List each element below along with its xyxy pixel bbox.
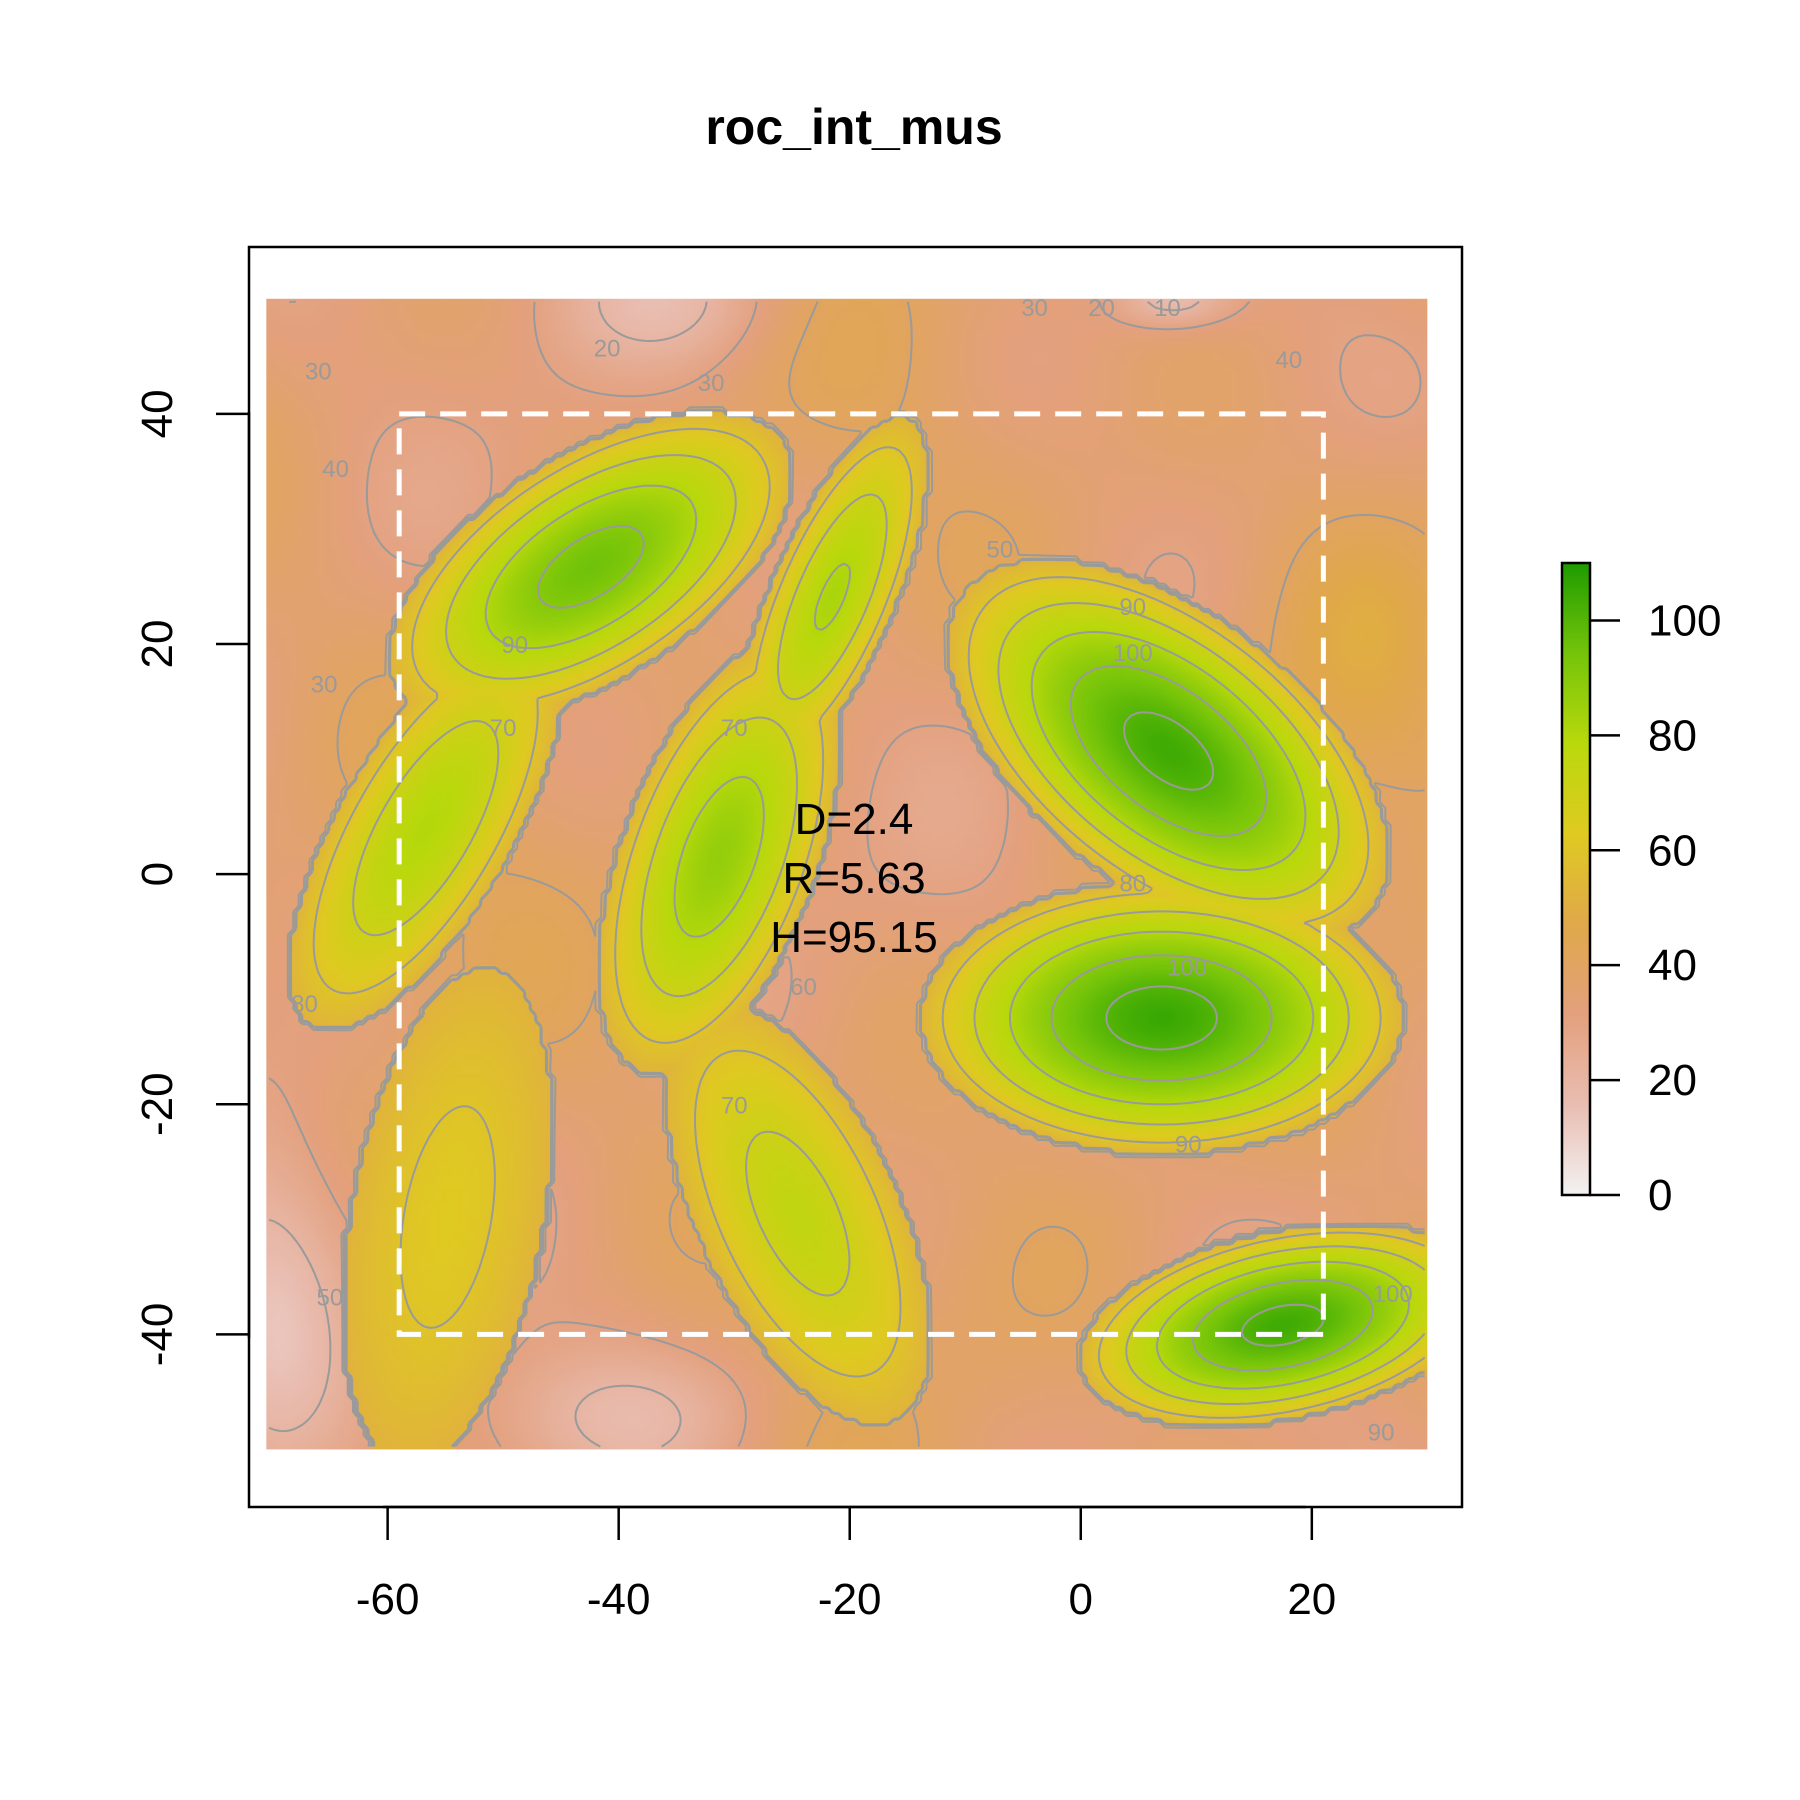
contour-label: 30 <box>305 358 332 385</box>
colorbar-tick-label: 80 <box>1648 711 1697 760</box>
contour-line <box>352 454 1426 1405</box>
contour-line <box>268 300 1200 1448</box>
contour-labels: 30 20 10 20 30 40 30 40 90 30 70 70 50 90 100 80 60 100 70… <box>291 295 1413 1446</box>
contour-label: 80 <box>291 991 318 1018</box>
color-legend: 0 20 40 60 80 100 <box>1560 561 1721 1220</box>
contour-label: 90 <box>1368 1419 1395 1446</box>
contour-label: 30 <box>698 370 725 397</box>
y-axis: -40 -20 0 20 40 <box>133 389 251 1367</box>
contour-label: 50 <box>987 537 1014 564</box>
contour-label: 90 <box>1175 1132 1202 1159</box>
stats-annotations: D=2.4 R=5.63 H=95.15 <box>770 795 938 962</box>
y-tick-label: 40 <box>133 389 182 438</box>
colorbar <box>1560 561 1592 1197</box>
contour-label: 60 <box>790 974 817 1001</box>
contour-label: 10 <box>1154 295 1181 322</box>
contour-label: 40 <box>322 456 349 483</box>
contour-label: 30 <box>1021 295 1048 322</box>
y-tick-label: 20 <box>133 620 182 669</box>
x-tick-label: 0 <box>1069 1575 1093 1624</box>
contour-label: 70 <box>721 1092 748 1119</box>
x-tick-label: -60 <box>356 1575 420 1624</box>
heatmap-image <box>266 298 1428 1450</box>
heatmap-raster: 30 20 10 20 30 40 30 40 90 30 70 70 50 90 100 80 60 100 70… <box>266 295 1428 1450</box>
x-tick-label: 20 <box>1287 1575 1336 1624</box>
x-tick-label: -40 <box>587 1575 651 1624</box>
contour-line <box>484 484 1410 1390</box>
contour-label: 70 <box>490 715 517 742</box>
y-tick-label: 0 <box>133 862 182 886</box>
contour-line <box>286 301 1426 1448</box>
x-axis: -60 -40 -20 0 20 <box>356 1505 1336 1624</box>
annotation-h: H=95.15 <box>770 913 938 962</box>
y-tick-label: -40 <box>133 1303 182 1367</box>
chart-title: roc_int_mus <box>705 99 1002 155</box>
contour-line <box>537 525 1374 1372</box>
contour-label: 20 <box>594 335 621 362</box>
contour-label: 80 <box>1119 870 1146 897</box>
contour-line <box>268 300 1422 1448</box>
contour-label: 50 <box>317 1285 344 1312</box>
x-tick-label: -20 <box>818 1575 882 1624</box>
contour-label: 70 <box>721 715 748 742</box>
colorbar-tick-label: 100 <box>1648 596 1721 645</box>
dashed-rectangle <box>396 411 1326 1337</box>
contour-line <box>312 427 1426 1419</box>
y-tick-label: -20 <box>133 1072 182 1136</box>
contour-label: 20 <box>1088 295 1115 322</box>
contour-label: 100 <box>1167 954 1207 981</box>
colorbar-tick-label: 60 <box>1648 826 1697 875</box>
colorbar-tick-label: 20 <box>1648 1056 1697 1105</box>
contour-label: 100 <box>1373 1281 1413 1308</box>
contour-lines <box>268 300 1426 1448</box>
annotation-d: D=2.4 <box>795 795 914 844</box>
contour-label: 90 <box>1119 594 1146 621</box>
contour-label: 100 <box>1113 640 1153 667</box>
annotation-r: R=5.63 <box>782 854 925 903</box>
contour-label: 90 <box>501 632 528 659</box>
colorbar-tick-label: 0 <box>1648 1171 1672 1220</box>
contour-label: 40 <box>1275 347 1302 374</box>
colorbar-tick-label: 40 <box>1648 941 1697 990</box>
contour-line <box>1105 711 1325 1347</box>
contour-line <box>288 408 1425 1448</box>
contour-label: 30 <box>311 671 338 698</box>
